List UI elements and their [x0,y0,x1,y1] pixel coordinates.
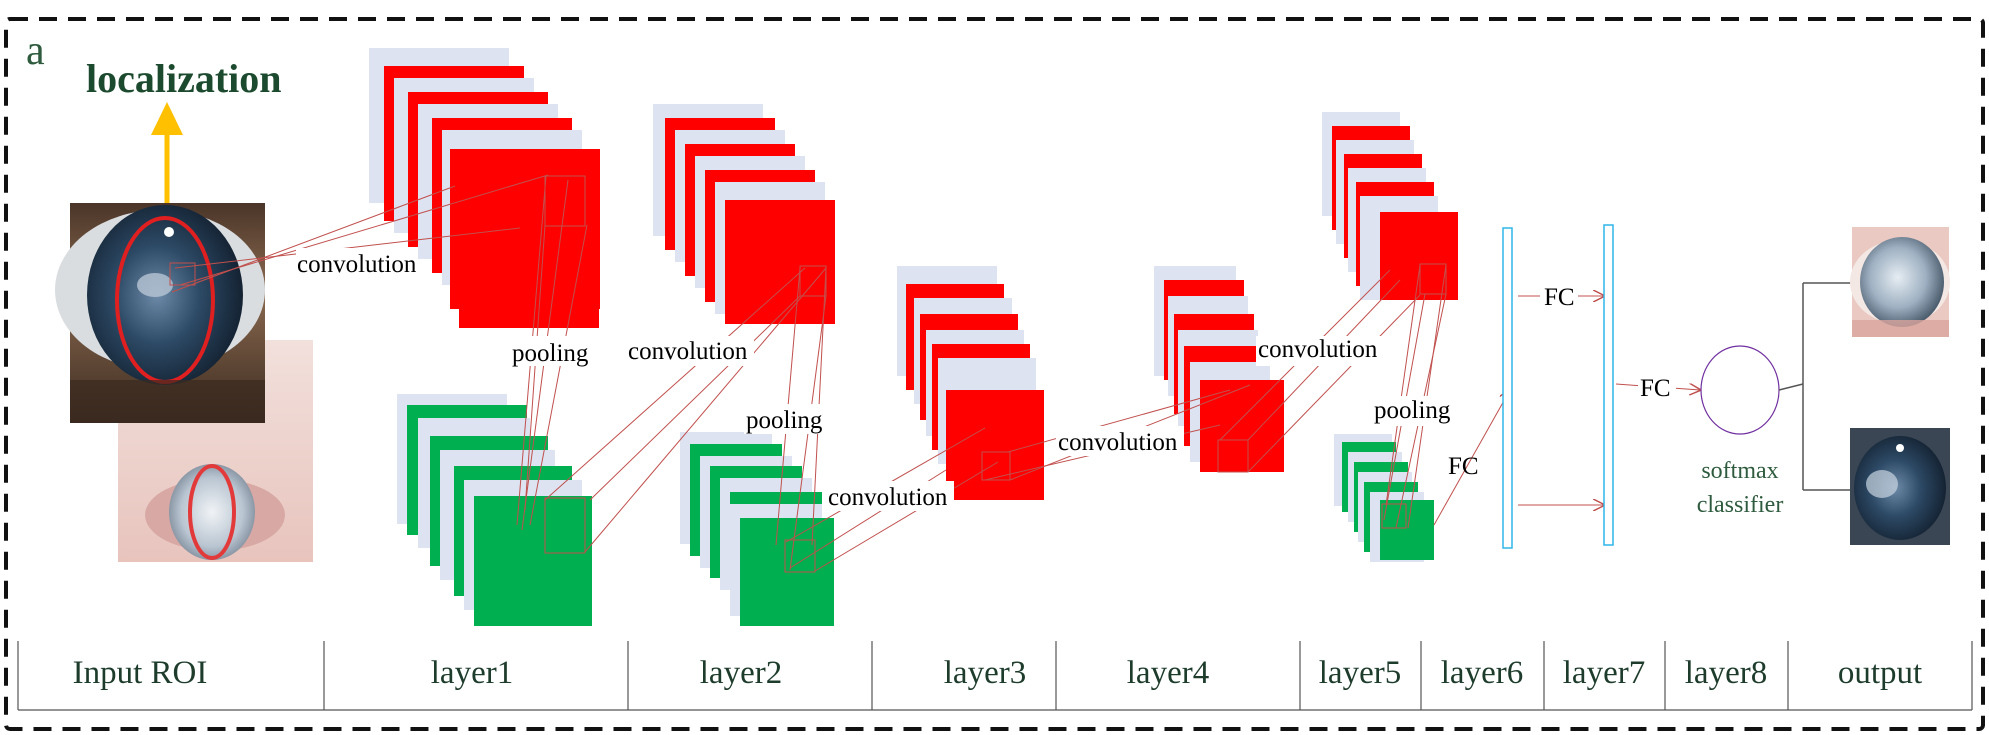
label-conv4: convolution [1058,429,1178,456]
layer-label-input: Input ROI [73,655,208,691]
softmax-label: softmax [1701,458,1778,484]
panel-letter: a [26,28,45,74]
input-eye-image-brown [55,203,265,423]
layer2-conv-maps [653,104,835,324]
classifier-label: classifier [1697,492,1784,518]
label-conv2: convolution [628,338,748,365]
layer-label-layer1: layer1 [431,655,513,691]
label-pool5: pooling [1374,397,1451,424]
layer1-conv-maps [369,48,600,328]
label-fc7: FC [1544,284,1575,311]
output-branch-lines [1778,282,1852,491]
label-fc8: FC [1640,375,1671,402]
layer-label-layer2: layer2 [700,655,782,691]
layer-label-layer4: layer4 [1127,655,1209,691]
localization-title: localization [86,56,282,101]
layer5-conv-maps [1322,112,1458,300]
layer-label-layer6: layer6 [1441,655,1523,691]
layer3-conv-maps [897,266,1044,500]
fc-layer6-bar [1502,227,1513,549]
fc-layer7-bar [1603,224,1614,546]
layer-label-table [17,641,1973,711]
label-conv5: convolution [1258,336,1378,363]
layer4-conv-maps [1154,266,1284,473]
dashed-frame [4,17,1985,731]
layer2-pool-maps [680,432,834,626]
label-pool2: pooling [746,407,823,434]
layer1-pool-maps [397,394,592,626]
operation-labels: convolution pooling convolution pooling … [296,248,1676,511]
output-eye-image-cloudy [1850,227,1950,337]
label-pool1: pooling [512,340,589,367]
layer-label-layer8: layer8 [1685,655,1767,691]
label-conv1: convolution [297,251,417,278]
layer-label-layer5: layer5 [1319,655,1401,691]
label-fc6: FC [1448,453,1479,480]
layer-label-layer3: layer3 [944,655,1026,691]
layer5-pool-maps [1334,434,1434,562]
layer-label-output: output [1838,655,1922,691]
output-eye-image-dark [1850,428,1950,545]
layer-label-layer7: layer7 [1563,655,1645,691]
softmax-node [1700,345,1780,435]
label-conv3: convolution [828,484,948,511]
